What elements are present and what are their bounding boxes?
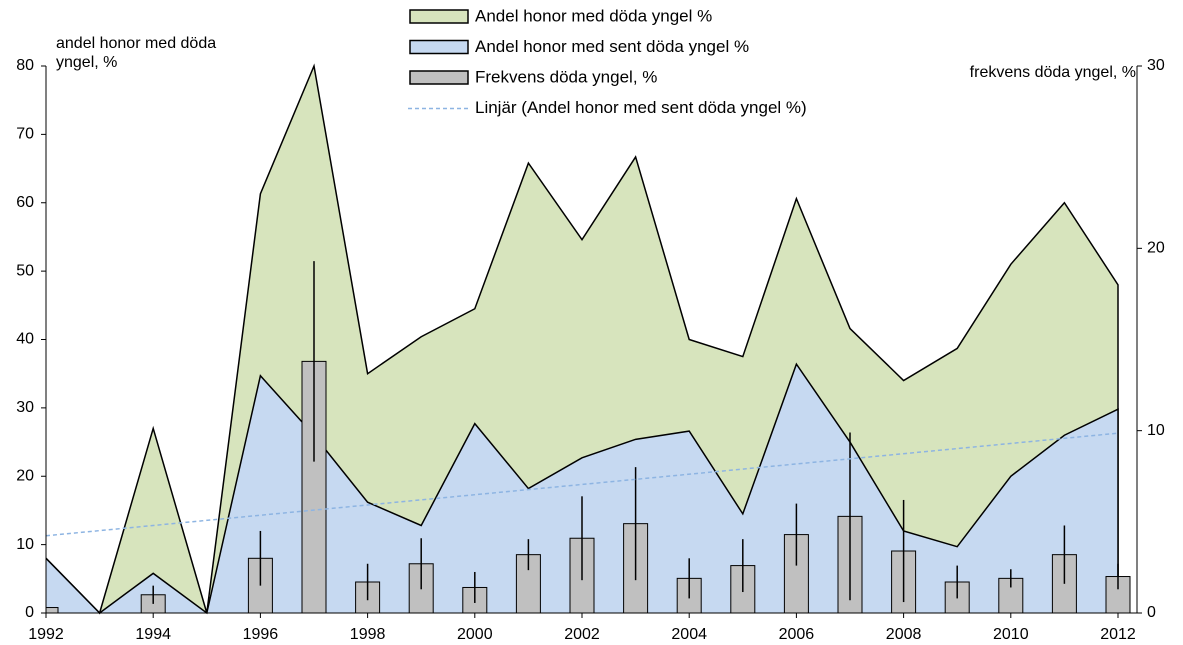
legend-label: Frekvens döda yngel, % <box>475 67 657 86</box>
x-tick-label: 1992 <box>28 626 64 643</box>
y-tick-label: 0 <box>25 604 34 621</box>
legend-swatch <box>409 9 469 24</box>
x-tick-label: 2000 <box>457 626 493 643</box>
y-axis-label: yngel, % <box>56 54 117 71</box>
x-tick-label: 2002 <box>564 626 600 643</box>
legend-label: Linjär (Andel honor med sent döda yngel … <box>475 98 807 117</box>
area-outline <box>45 362 1119 615</box>
y-tick-label: 80 <box>16 57 34 74</box>
y2-tick-label: 30 <box>1147 57 1165 74</box>
x-tick-label: 2012 <box>1100 626 1136 643</box>
x-tick-label: 2006 <box>779 626 815 643</box>
legend-label: Andel honor med döda yngel % <box>475 6 712 25</box>
x-tick-label: 2004 <box>671 626 707 643</box>
y-tick-label: 30 <box>16 399 34 416</box>
y-tick-label: 70 <box>16 126 34 143</box>
x-tick-label: 2010 <box>993 626 1029 643</box>
y2-tick-label: 20 <box>1147 240 1165 257</box>
y-tick-label: 40 <box>16 331 34 348</box>
x-tick-label: 1996 <box>243 626 279 643</box>
trend-line <box>45 432 1119 537</box>
bar <box>45 607 59 614</box>
y-tick-label: 20 <box>16 467 34 484</box>
legend-label: Andel honor med sent döda yngel % <box>475 37 749 56</box>
y-tick-label: 60 <box>16 194 34 211</box>
y2-tick-label: 10 <box>1147 422 1165 439</box>
x-tick-label: 1998 <box>350 626 386 643</box>
y-tick-label: 50 <box>16 262 34 279</box>
x-tick-label: 1994 <box>135 626 171 643</box>
y2-tick-label: 0 <box>1147 604 1156 621</box>
y-axis-label: andel honor med döda <box>56 35 216 52</box>
y-tick-label: 10 <box>16 536 34 553</box>
legend-swatch <box>409 70 469 85</box>
area-outline <box>45 63 1119 615</box>
legend-swatch <box>409 39 469 55</box>
x-tick-label: 2008 <box>886 626 922 643</box>
y2-axis-label: frekvens döda yngel, % <box>970 64 1136 81</box>
